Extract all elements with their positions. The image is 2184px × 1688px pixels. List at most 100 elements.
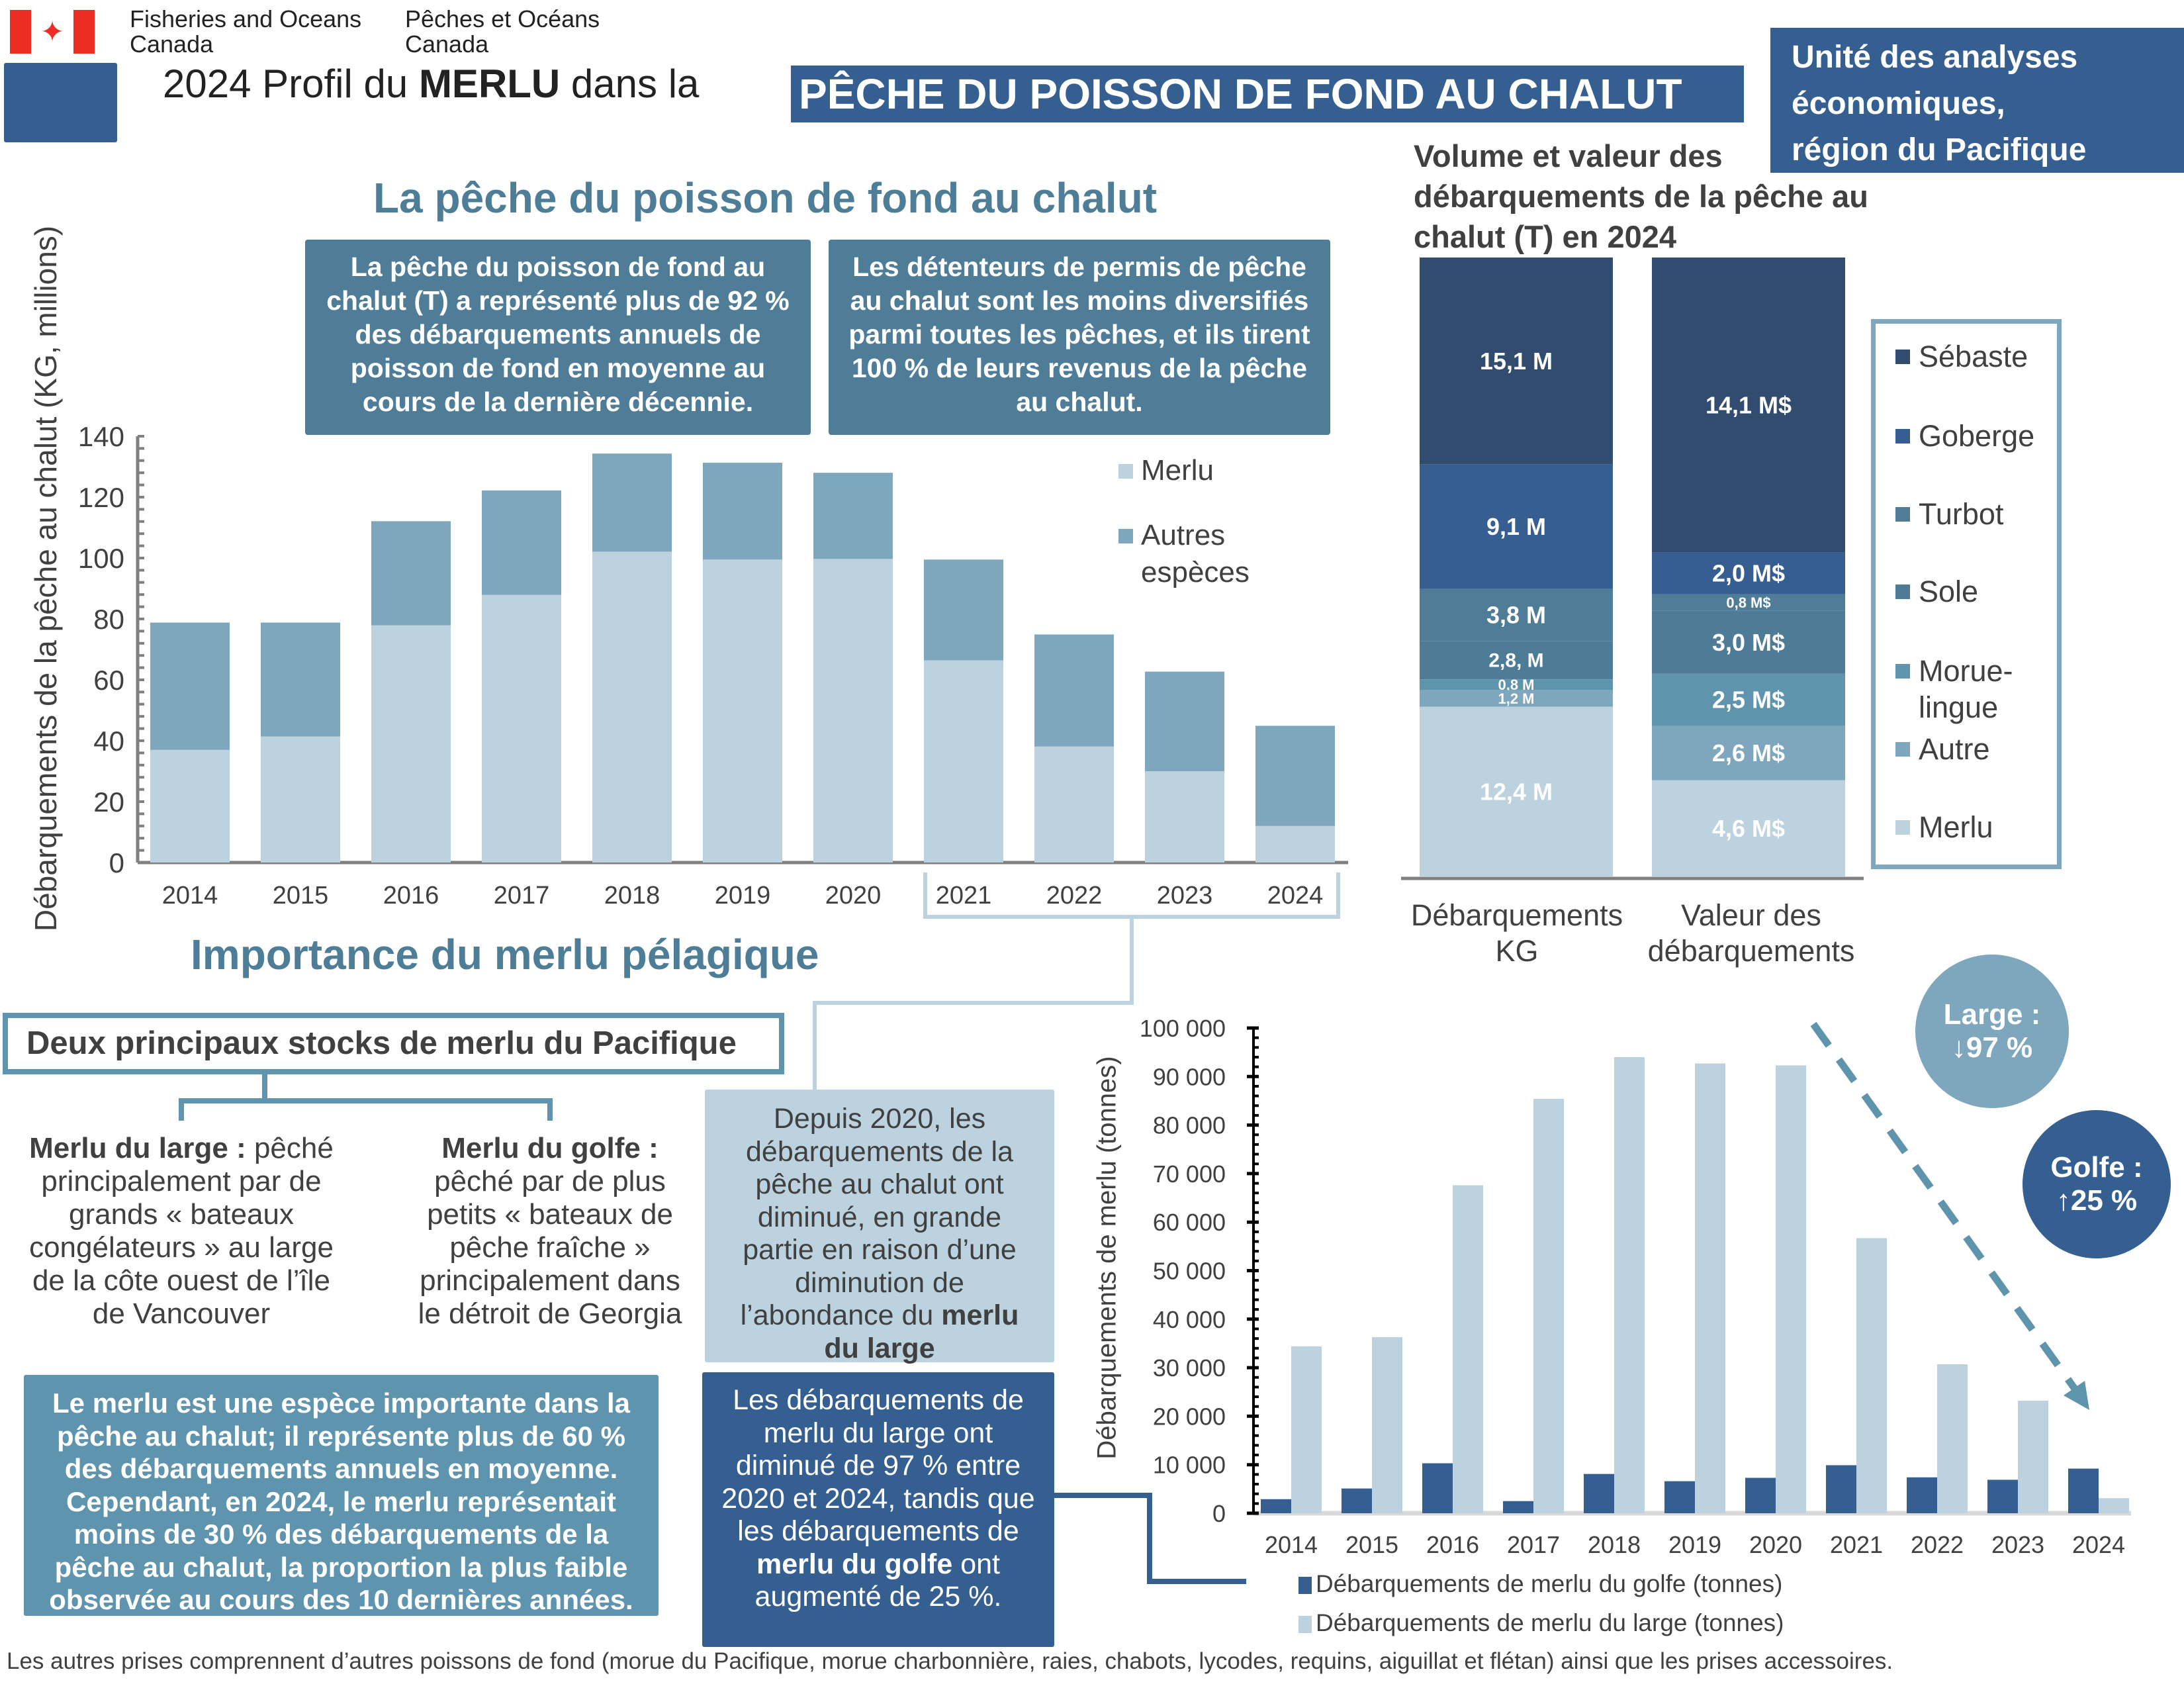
bar-merlu: [1255, 825, 1335, 863]
bar-large: [1937, 1364, 1968, 1513]
legend-label: Goberge: [1919, 419, 2035, 453]
trend-arrow: [1810, 1021, 2089, 1410]
x-tick-label: 2017: [494, 882, 550, 910]
badge-label: Golfe :: [2050, 1151, 2143, 1184]
x-tick-label: 2023: [1991, 1531, 2044, 1558]
bar-golfe: [1745, 1477, 1776, 1513]
legend-item-autres: Autres espèces: [1118, 517, 1284, 591]
department-name-fr: Pêches et Océans Canada: [405, 7, 600, 57]
dept-fr-line2: Canada: [405, 30, 489, 58]
section-title-hake: Importance du merlu pélagique: [191, 931, 819, 978]
data-label: 3,8 M: [1486, 602, 1546, 629]
connector-line: [1147, 1579, 1246, 1584]
legend-label: Autres espèces: [1141, 519, 1250, 588]
bar-golfe: [1907, 1477, 1937, 1513]
legend-item-goberge: Goberge: [1895, 418, 2034, 454]
legend-label: Débarquements de merlu du golfe (tonnes): [1316, 1570, 1783, 1597]
bar-golfe: [1826, 1465, 1856, 1513]
x-tick-label: 2023: [1157, 882, 1213, 910]
category-label: débarquements: [1647, 934, 1855, 968]
segment-merlu: [1420, 706, 1613, 876]
legend-swatch: [1118, 529, 1133, 543]
connector-line: [813, 1001, 817, 1090]
connector-line: [1054, 1493, 1152, 1498]
hake-stocks-chart: 0 10 000 20 000 30 000 40 000 50 000 60 000 70 …: [1140, 1015, 2131, 1558]
x-tick-label: 2021: [936, 882, 992, 910]
legend-swatch: [1298, 1616, 1312, 1633]
legend-item-golfe: Débarquements de merlu du golfe (tonnes): [1298, 1570, 1782, 1598]
x-tick-label: 2020: [825, 882, 882, 910]
data-label: 15,1 M: [1480, 348, 1553, 375]
chart2-category-landings: Débarquements KG: [1401, 898, 1633, 969]
x-tick-label: 2017: [1507, 1531, 1560, 1558]
segment-sébaste: [1652, 258, 1845, 553]
bar-merlu: [592, 551, 672, 863]
y-tick-label: 10 000: [1153, 1452, 1226, 1479]
trawl-landings-chart: 0 20 40 60 80 100 120 140 2014 2015 2016 2017 2018 20…: [78, 421, 1348, 910]
unit-line: Unité des analyses: [1792, 40, 2078, 75]
bar-golfe: [1664, 1481, 1695, 1513]
unit-line: économiques,: [1792, 86, 2005, 121]
highlight-bracket-2021-2024: [923, 872, 1340, 919]
arrow-down-icon: ↓: [1951, 1031, 1966, 1064]
bar-autres-espèces: [371, 521, 451, 626]
decline-info-box: Depuis 2020, les débarquements de la pêc…: [705, 1090, 1054, 1364]
category-label: KG: [1495, 934, 1539, 968]
segment-autre: [1652, 726, 1845, 780]
legend-swatch: [1118, 464, 1133, 479]
gulf-hake-description: Merlu du golfe : pêché par de plus petit…: [411, 1132, 689, 1331]
y-tick-label: 80: [93, 604, 124, 635]
hake-importance-box: Le merlu est une espèce importante dans …: [24, 1375, 659, 1616]
dashed-trend-line: [1810, 1021, 2081, 1396]
chart2-category-value: Valeur des débarquements: [1635, 898, 1867, 969]
legend-swatch: [1895, 429, 1910, 444]
bar-golfe: [1422, 1463, 1453, 1513]
bar-golfe: [1342, 1488, 1372, 1513]
legend-label: Morue-: [1919, 654, 2013, 688]
bar-merlu: [813, 559, 893, 863]
bar-large: [2018, 1400, 2048, 1513]
bar-large: [1856, 1238, 1887, 1513]
y-tick-label: 60 000: [1153, 1209, 1226, 1236]
bar-merlu: [924, 660, 1003, 863]
tree-connector: [262, 1074, 267, 1102]
x-tick-label: 2016: [1426, 1531, 1479, 1558]
bar-golfe: [1503, 1501, 1533, 1513]
department-name-en: Fisheries and Oceans Canada: [130, 7, 361, 57]
y-tick-label: 40 000: [1153, 1306, 1226, 1333]
chart1-y-axis-label: Débarquements de la pêche au chalut (KG,…: [28, 225, 63, 932]
data-label: 4,6 M$: [1712, 815, 1785, 842]
title-suffix: dans la: [560, 62, 700, 106]
page-title: 2024 Profil du MERLU dans la: [163, 61, 699, 107]
legend-swatch: [1895, 820, 1910, 835]
bar-golfe: [2068, 1468, 2099, 1513]
legend-swatch: [1298, 1577, 1312, 1594]
legend-item-sébaste: Sébaste: [1895, 338, 2028, 375]
bar-large: [1291, 1346, 1322, 1513]
x-tick-label: 2015: [1345, 1531, 1398, 1558]
unit-box: Unité des analyses économiques, région d…: [1770, 28, 2184, 173]
bar-golfe: [1261, 1499, 1291, 1513]
segment-merlu: [1652, 780, 1845, 876]
bar-merlu: [261, 736, 340, 863]
segment-sole: [1652, 610, 1845, 674]
gulf-hake-label: Merlu du golfe :: [441, 1132, 659, 1164]
segment-turbot: [1652, 594, 1845, 611]
x-tick-label: 2016: [383, 882, 439, 910]
data-label: 2,6 M$: [1712, 739, 1785, 767]
segment-goberge: [1652, 552, 1845, 594]
legend-item-sole: Sole: [1895, 573, 1978, 610]
info-box-license-holders: Les détenteurs de permis de pêche au cha…: [829, 240, 1330, 435]
legend-label: lingue: [1919, 690, 1999, 724]
segment-sébaste: [1420, 258, 1613, 465]
decline-bold: merlu du large: [824, 1299, 1019, 1364]
bar-large: [1695, 1063, 1725, 1513]
bar-large: [1533, 1099, 1564, 1513]
offshore-hake-text: pêché principalement par de grands « bat…: [29, 1132, 334, 1330]
connector-line: [813, 1001, 1134, 1005]
bar-autres-espèces: [1145, 671, 1224, 771]
title-banner: PÊCHE DU POISSON DE FOND AU CHALUT: [791, 66, 1744, 122]
legend-item-turbot: Turbot: [1895, 496, 2003, 532]
arrow-up-icon: ↑: [2056, 1184, 2071, 1217]
y-tick-label: 70 000: [1153, 1160, 1226, 1188]
